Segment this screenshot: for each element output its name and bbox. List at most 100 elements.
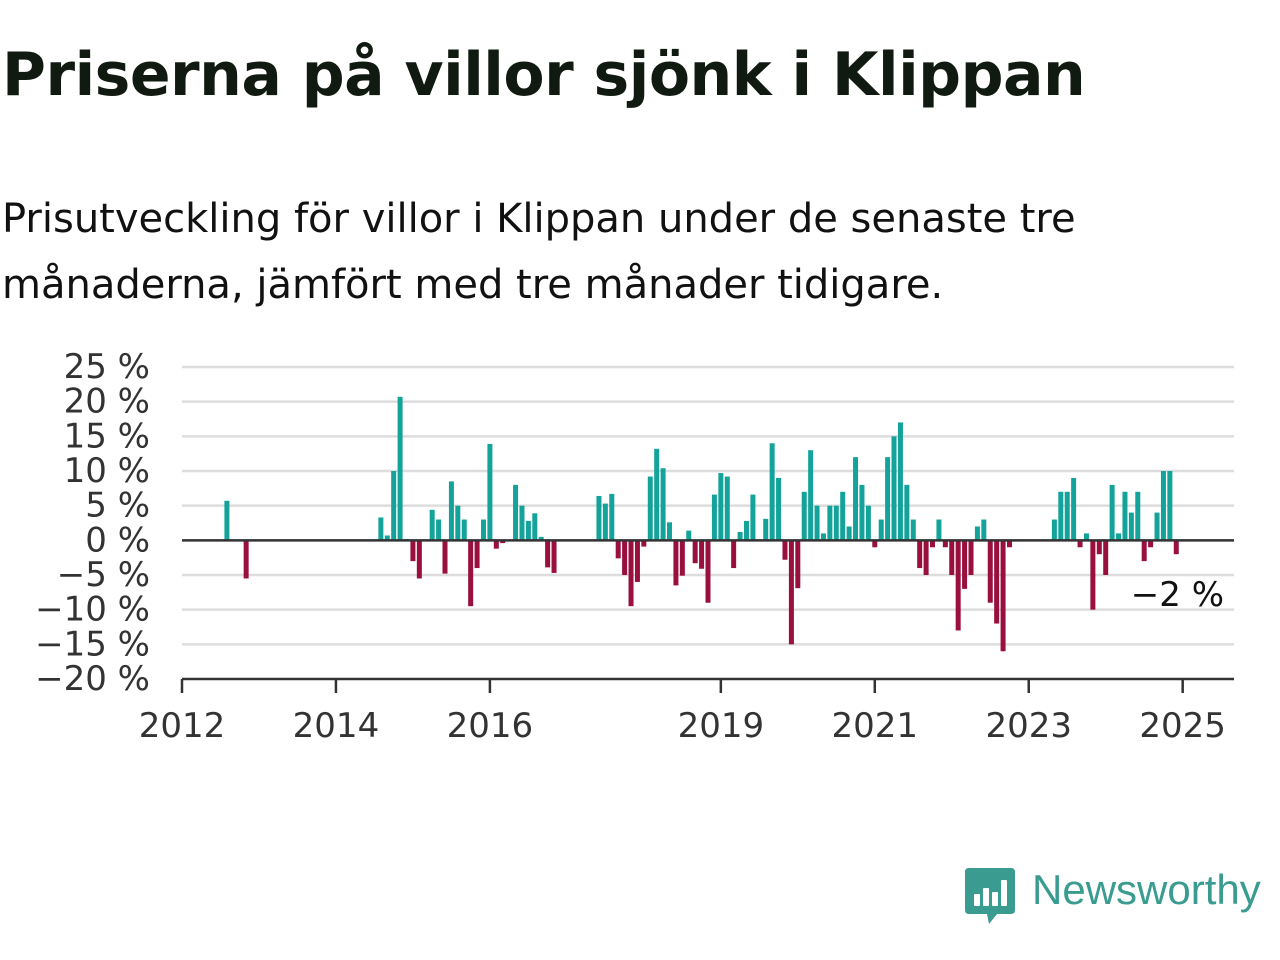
bar (1006, 540, 1012, 548)
bar (628, 540, 634, 607)
y-tick-label: −15 % (35, 624, 150, 664)
bar (474, 540, 480, 569)
bar (981, 519, 987, 541)
bar (833, 505, 839, 541)
bar (711, 494, 717, 541)
bar (962, 540, 968, 589)
bar (885, 457, 891, 541)
bar (846, 526, 852, 541)
bar (949, 540, 955, 575)
x-tick-label: 2021 (832, 706, 919, 740)
bar (686, 530, 692, 541)
brand-name: Newsworthy (1032, 866, 1261, 913)
bar (936, 519, 942, 541)
bar (525, 520, 531, 541)
bar (1109, 484, 1115, 541)
chart-subtitle: Prisutveckling för villor i Klippan unde… (2, 196, 1076, 308)
bar (968, 540, 974, 575)
bar (461, 519, 467, 541)
bar (545, 540, 551, 568)
bar (705, 540, 711, 603)
bar (974, 526, 980, 541)
bar (1071, 477, 1077, 541)
x-tick-label: 2023 (985, 706, 1072, 740)
bar (930, 540, 936, 548)
bar (500, 540, 506, 544)
bar (743, 520, 749, 541)
bar (538, 536, 544, 541)
bar (1154, 512, 1160, 541)
bar (243, 540, 249, 579)
bar (513, 484, 519, 541)
bar (942, 540, 948, 548)
bar (891, 436, 897, 541)
bar (859, 484, 865, 541)
bar (897, 422, 903, 541)
bar (1128, 512, 1134, 541)
y-tick-label: 0 % (85, 520, 150, 560)
bar (853, 457, 859, 541)
bar (224, 500, 230, 541)
y-tick-label: −20 % (35, 659, 150, 699)
bar (487, 443, 493, 541)
bar (1116, 533, 1122, 541)
bar (827, 505, 833, 541)
bar (1103, 540, 1109, 575)
bar (602, 503, 608, 541)
bar (468, 540, 474, 607)
bar (391, 471, 397, 541)
bar (1173, 540, 1179, 555)
bar (910, 519, 916, 541)
bar (731, 540, 737, 569)
bar (384, 535, 390, 541)
bar (647, 476, 653, 541)
bar (622, 540, 628, 575)
bar (820, 533, 826, 541)
y-tick-label: 25 % (64, 347, 150, 387)
bar (532, 513, 538, 541)
bar (718, 473, 724, 541)
bar (397, 396, 403, 541)
y-tick-label: 5 % (85, 486, 150, 526)
bar (955, 540, 961, 631)
last-value-label: −2 % (1131, 575, 1224, 615)
bar (448, 481, 454, 541)
y-tick-label: −10 % (35, 590, 150, 630)
bar (455, 505, 461, 541)
bar (596, 495, 602, 541)
bar (493, 540, 499, 549)
y-tick-label: −5 % (57, 555, 150, 595)
bar (519, 505, 525, 541)
bar (1160, 471, 1166, 541)
bar (609, 493, 615, 541)
bar (801, 491, 807, 541)
bar (865, 505, 871, 541)
bar (1064, 491, 1070, 541)
bar (776, 477, 782, 541)
bar (429, 509, 435, 541)
bar (660, 468, 666, 541)
bar (750, 494, 756, 541)
bar (615, 540, 621, 559)
x-tick-label: 2016 (447, 706, 534, 740)
bar (737, 532, 743, 541)
bar (1148, 540, 1154, 548)
bar (795, 540, 801, 589)
y-tick-label: 15 % (64, 416, 150, 456)
bar (782, 540, 788, 560)
bar (994, 540, 1000, 624)
bar (436, 519, 442, 541)
bar (878, 519, 884, 541)
bar (724, 476, 730, 541)
bar (1051, 519, 1057, 541)
bar (410, 540, 416, 562)
bar (442, 540, 448, 574)
bar (769, 443, 775, 541)
bar (641, 540, 647, 547)
bar (808, 450, 814, 541)
x-tick-label: 2012 (139, 706, 226, 740)
bar (679, 540, 685, 576)
bar (840, 491, 846, 541)
bar (416, 540, 422, 579)
bar (1135, 491, 1141, 541)
